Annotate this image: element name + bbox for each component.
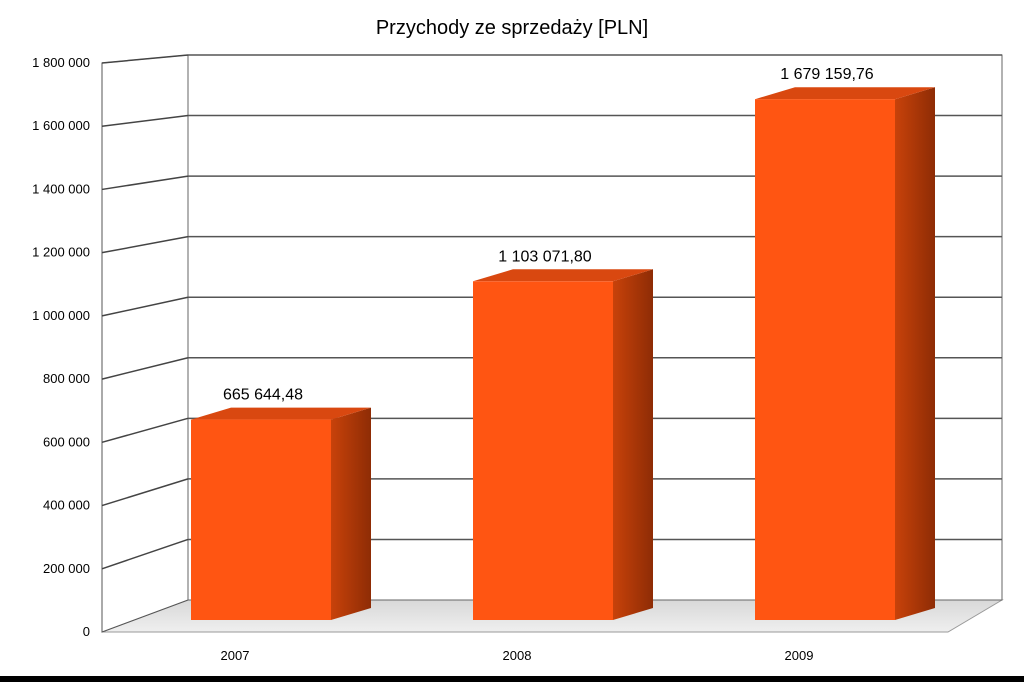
bar-top bbox=[191, 407, 371, 420]
bottom-border bbox=[0, 676, 1024, 682]
grid-line-side bbox=[101, 175, 189, 191]
chart-title: Przychody ze sprzedaży [PLN] bbox=[376, 17, 648, 39]
bar-side bbox=[895, 87, 935, 620]
y-tick-label: 200 000 bbox=[43, 561, 90, 576]
bars: 665 644,48 1 103 071,80 1 679 159,76 bbox=[191, 66, 935, 620]
data-label: 665 644,48 bbox=[223, 387, 303, 404]
bar-2008: 1 103 071,80 bbox=[473, 248, 653, 620]
bar-2007: 665 644,48 bbox=[191, 387, 371, 620]
bar-front bbox=[191, 419, 331, 620]
y-tick-label: 800 000 bbox=[43, 371, 90, 386]
grid-line-side bbox=[101, 114, 189, 127]
y-tick-label: 600 000 bbox=[43, 434, 90, 449]
grid-line-side bbox=[101, 296, 189, 317]
grid-line-side bbox=[101, 54, 189, 64]
bar-side bbox=[331, 407, 371, 620]
bar-2009: 1 679 159,76 bbox=[755, 66, 935, 620]
y-tick-label: 1 000 000 bbox=[32, 308, 90, 323]
bar-side bbox=[613, 269, 653, 620]
grid-line-side bbox=[101, 478, 189, 507]
y-tick-label: 1 200 000 bbox=[32, 245, 90, 260]
grid-line-side bbox=[101, 235, 189, 254]
y-tick-label: 1 600 000 bbox=[32, 118, 90, 133]
grid-line-side bbox=[101, 417, 189, 444]
x-tick-label: 2009 bbox=[785, 648, 814, 663]
side-wall bbox=[101, 54, 189, 633]
x-tick-label: 2008 bbox=[503, 648, 532, 663]
data-label: 1 103 071,80 bbox=[498, 248, 592, 265]
bar-top bbox=[755, 87, 935, 100]
y-tick-label: 0 bbox=[83, 624, 90, 639]
data-label: 1 679 159,76 bbox=[780, 66, 874, 83]
x-axis: 2007 2008 2009 bbox=[221, 648, 814, 663]
grid-line-side bbox=[101, 357, 189, 380]
y-axis: 0 200 000 400 000 600 000 800 000 1 000 000 1 … bbox=[32, 55, 90, 639]
y-tick-label: 1 800 000 bbox=[32, 55, 90, 70]
grid-line-side bbox=[101, 538, 189, 570]
bar-top bbox=[473, 269, 653, 282]
bar-front bbox=[473, 281, 613, 620]
y-tick-label: 1 400 000 bbox=[32, 181, 90, 196]
x-tick-label: 2007 bbox=[221, 648, 250, 663]
y-tick-label: 400 000 bbox=[43, 498, 90, 513]
bar-front bbox=[755, 99, 895, 620]
